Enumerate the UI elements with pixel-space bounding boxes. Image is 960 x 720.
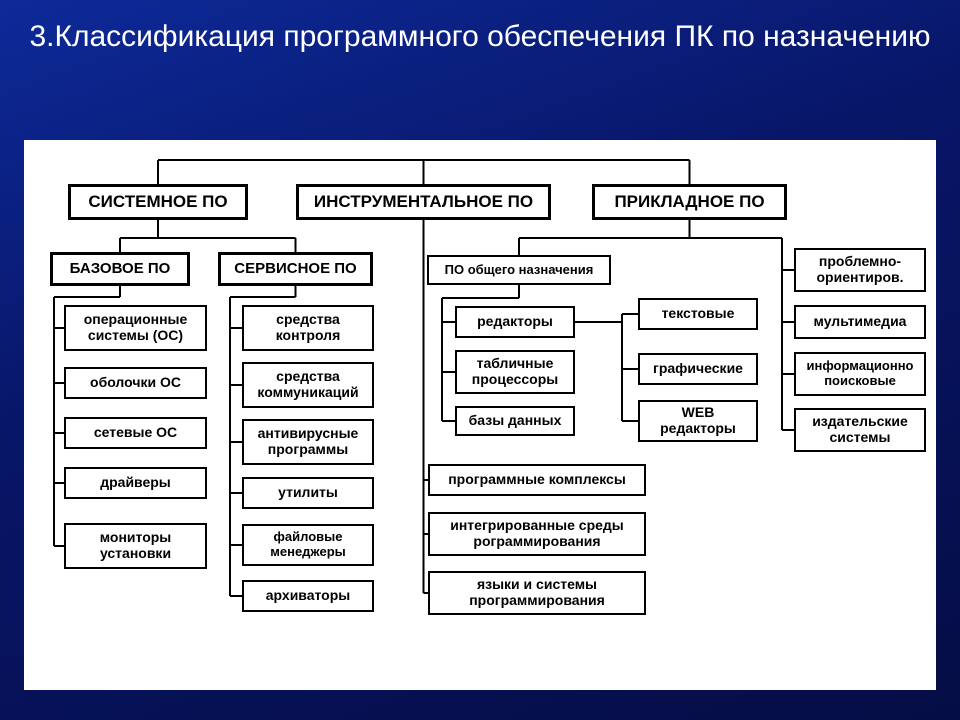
- node-txt: текстовые: [638, 298, 758, 330]
- node-pub: издательские системы: [794, 408, 926, 452]
- node-chk: средства контроля: [242, 305, 374, 351]
- node-app: ПРИКЛАДНОЕ ПО: [592, 184, 787, 220]
- node-serv: СЕРВИСНОЕ ПО: [218, 252, 373, 286]
- node-info: информационно поисковые: [794, 352, 926, 396]
- node-gen: ПО общего назначения: [427, 255, 611, 285]
- node-moni: мониторы установки: [64, 523, 207, 569]
- node-netos: сетевые ОС: [64, 417, 207, 449]
- diagram: СИСТЕМНОЕ ПО ИНСТРУМЕНТАЛЬНОЕ ПО ПРИКЛАДНО…: [24, 140, 936, 690]
- node-fm: файловые менеджеры: [242, 524, 374, 566]
- node-drv: драйверы: [64, 467, 207, 499]
- node-arch: архиваторы: [242, 580, 374, 612]
- node-comm: средства коммуникаций: [242, 362, 374, 408]
- node-instr: ИНСТРУМЕНТАЛЬНОЕ ПО: [296, 184, 551, 220]
- node-base: БАЗОВОЕ ПО: [50, 252, 190, 286]
- node-web: WEB редакторы: [638, 400, 758, 442]
- node-util: утилиты: [242, 477, 374, 509]
- node-shell: оболочки ОС: [64, 367, 207, 399]
- slide: 3.Классификация программного обеспечения…: [0, 0, 960, 720]
- node-os: операционные системы (ОС): [64, 305, 207, 351]
- node-comp: программные комплексы: [428, 464, 646, 496]
- node-av: антивирусные программы: [242, 419, 374, 465]
- node-ed: редакторы: [455, 306, 575, 338]
- node-gfx: графические: [638, 353, 758, 385]
- node-sys: СИСТЕМНОЕ ПО: [68, 184, 248, 220]
- node-mult: мультимедиа: [794, 305, 926, 339]
- node-ide: интегрированные среды рограммирования: [428, 512, 646, 556]
- node-lang: языки и системы программирования: [428, 571, 646, 615]
- node-db: базы данных: [455, 406, 575, 436]
- node-tp: табличные процессоры: [455, 350, 575, 394]
- node-prob: проблемно-ориентиров.: [794, 248, 926, 292]
- slide-title: 3.Классификация программного обеспечения…: [0, 18, 960, 56]
